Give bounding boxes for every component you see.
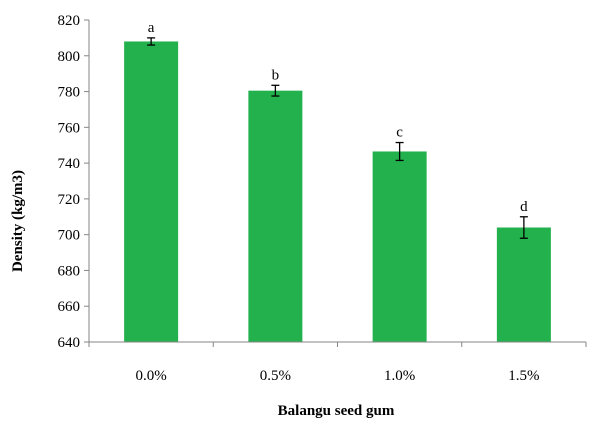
bar — [372, 151, 427, 342]
y-tick-label: 740 — [58, 156, 81, 172]
bar — [248, 90, 303, 343]
significance-label: c — [396, 125, 403, 141]
x-axis-title: Balangu seed gum — [278, 403, 395, 419]
y-axis-ticks: 640 660 680 700 720 740 760 780 800 820 — [58, 13, 89, 351]
significance-labels: a b c d — [148, 20, 528, 215]
x-axis-ticks: 0.0% 0.5% 1.0% 1.5% — [88, 342, 587, 384]
x-tick-label: 0.5% — [260, 368, 291, 384]
y-tick-label: 820 — [58, 13, 81, 29]
y-tick-label: 660 — [58, 299, 81, 315]
bar — [496, 227, 551, 342]
y-tick-label: 760 — [58, 120, 81, 136]
error-bars — [147, 37, 528, 239]
y-tick-label: 700 — [58, 228, 81, 244]
y-tick-label: 680 — [58, 263, 81, 279]
x-tick-label: 1.5% — [508, 368, 539, 384]
y-axis-title: Density (kg/m3) — [10, 170, 26, 272]
y-tick-label: 780 — [58, 85, 81, 101]
x-tick-label: 1.0% — [384, 368, 415, 384]
significance-label: a — [148, 20, 155, 36]
significance-label: b — [272, 67, 280, 83]
bar — [124, 41, 179, 342]
y-tick-label: 720 — [58, 192, 81, 208]
y-tick-label: 800 — [58, 49, 81, 65]
y-tick-label: 640 — [58, 335, 81, 351]
x-tick-label: 0.0% — [136, 368, 167, 384]
bars — [124, 41, 551, 343]
significance-label: d — [520, 199, 528, 215]
